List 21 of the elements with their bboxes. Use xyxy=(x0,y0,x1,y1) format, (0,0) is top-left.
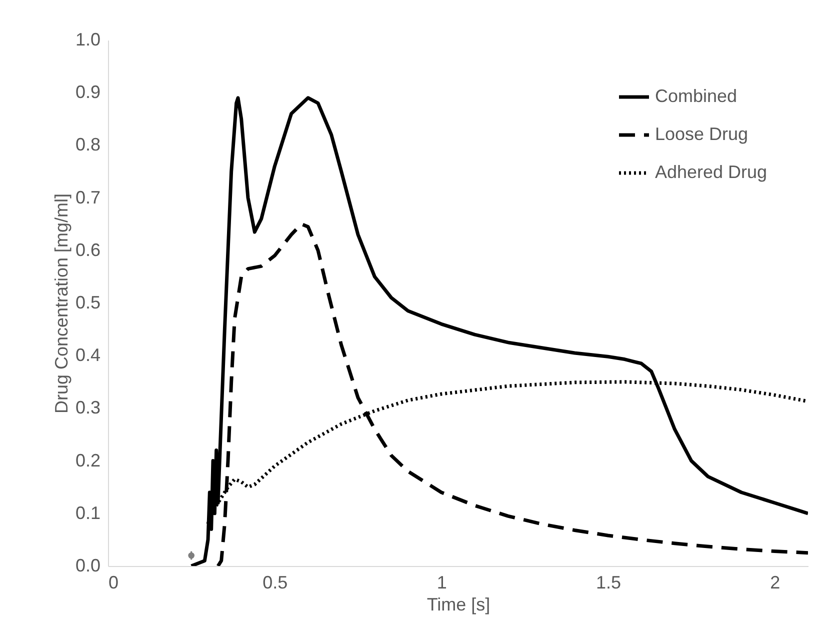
x-tick-label: 0.5 xyxy=(262,572,288,592)
y-tick-label: 1.0 xyxy=(75,30,100,50)
y-tick-label: 0.1 xyxy=(75,502,100,523)
y-tick-label: 0.5 xyxy=(75,292,100,312)
legend-label: Combined xyxy=(655,86,738,106)
y-axis-title: Drug Concentration [mg/ml] xyxy=(51,193,72,414)
y-tick-label: 0.7 xyxy=(75,187,100,208)
y-tick-label: 0.3 xyxy=(75,398,100,418)
y-tick-label: 0.2 xyxy=(75,450,100,470)
y-tick-label: 0.6 xyxy=(75,240,100,260)
x-tick-label: 2 xyxy=(770,572,780,592)
x-tick-label: 1.5 xyxy=(596,572,622,592)
legend-label: Adhered Drug xyxy=(655,162,768,182)
x-axis-title: Time [s] xyxy=(426,594,490,614)
y-tick-label: 0.8 xyxy=(75,134,100,155)
y-tick-label: 0.9 xyxy=(75,82,100,102)
x-tick-label: 1 xyxy=(436,572,447,592)
y-tick-label: 0.4 xyxy=(75,345,100,366)
x-tick-label: 0 xyxy=(108,572,119,592)
y-tick-label: 0.0 xyxy=(75,556,100,576)
legend-label: Loose Drug xyxy=(655,124,748,144)
